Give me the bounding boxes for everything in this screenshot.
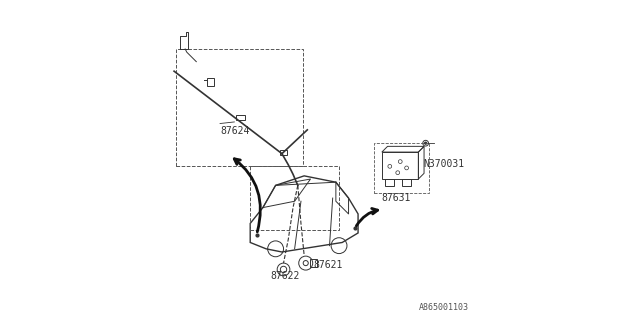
Text: N370031: N370031 [424,159,465,169]
Bar [250,166,339,230]
Bar [207,78,214,86]
Bar [280,150,287,155]
Bar [385,179,394,186]
Text: 87624: 87624 [220,126,250,136]
Text: A865001103: A865001103 [419,303,469,312]
Text: 87621: 87621 [314,260,343,270]
Bar [236,115,246,120]
Bar [374,142,429,193]
Bar [310,259,317,267]
Text: 87631: 87631 [382,193,412,203]
Bar [175,49,303,166]
Bar [403,179,412,186]
Text: 87622: 87622 [271,271,300,281]
Circle shape [425,142,427,144]
